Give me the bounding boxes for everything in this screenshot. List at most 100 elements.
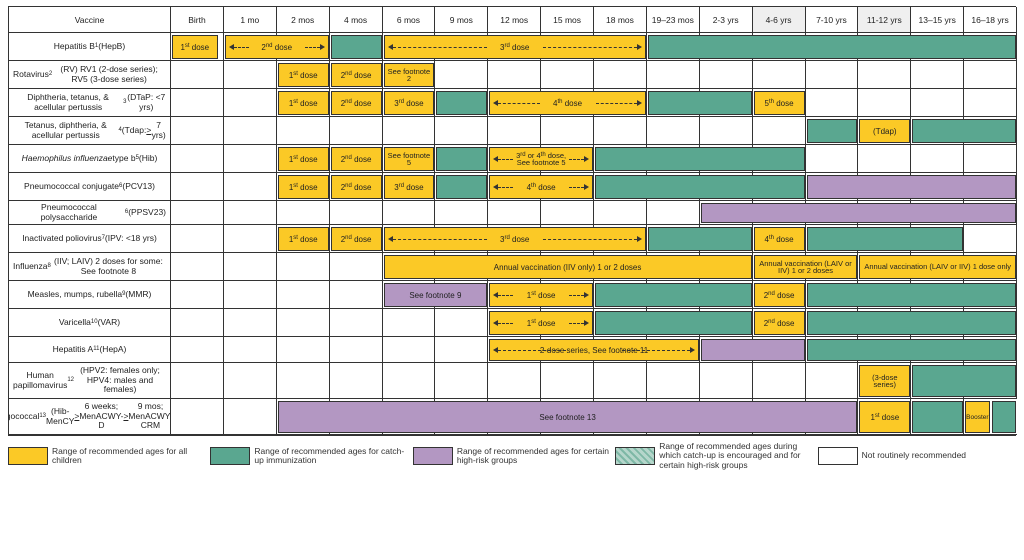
cell (383, 225, 436, 253)
cell (964, 363, 1017, 399)
cell (753, 201, 806, 225)
cell (277, 117, 330, 145)
cell (277, 363, 330, 399)
cell (277, 61, 330, 89)
cell (964, 253, 1017, 281)
cell (330, 337, 383, 363)
header-age-5: 6 mos (383, 7, 436, 33)
cell (806, 117, 859, 145)
cell (383, 173, 436, 201)
cell (541, 399, 594, 435)
cell (858, 363, 911, 399)
cell (330, 89, 383, 117)
cell: (3-dose series) (171, 363, 224, 399)
cell (488, 225, 541, 253)
cell (224, 337, 277, 363)
cell (753, 61, 806, 89)
cell: 1st dose2nd dose3rd dose4th dose5th dose (171, 89, 224, 117)
cell (858, 253, 911, 281)
cell (435, 253, 488, 281)
cell (594, 89, 647, 117)
cell (700, 201, 753, 225)
cell (541, 363, 594, 399)
cell (435, 337, 488, 363)
cell (806, 89, 859, 117)
cell (753, 337, 806, 363)
cell (858, 309, 911, 337)
cell (330, 309, 383, 337)
vaccine-name-row-1: Rotavirus2 (RV) RV1 (2-dose series); RV5… (9, 61, 171, 89)
header-age-12: 4-6 yrs (753, 7, 806, 33)
cell (277, 33, 330, 61)
cell (330, 225, 383, 253)
header-age-9: 18 mos (594, 7, 647, 33)
cell (753, 399, 806, 435)
cell (330, 363, 383, 399)
cell (594, 225, 647, 253)
cell (647, 225, 700, 253)
cell (806, 281, 859, 309)
cell (911, 399, 964, 435)
cell (224, 225, 277, 253)
cell: 1st dose2nd dose (171, 309, 224, 337)
immunization-schedule-chart: VaccineBirth1 mo2 mos4 mos6 mos9 mos12 m… (8, 6, 1016, 436)
cell (594, 117, 647, 145)
cell (858, 225, 911, 253)
cell (488, 173, 541, 201)
dose-bar: 1st dose (172, 35, 218, 59)
cell (224, 281, 277, 309)
cell (277, 399, 330, 435)
cell (594, 145, 647, 173)
cell (700, 33, 753, 61)
cell (647, 309, 700, 337)
cell (700, 309, 753, 337)
legend-label: Not routinely recommended (862, 451, 966, 460)
cell (594, 61, 647, 89)
cell (753, 309, 806, 337)
cell (753, 33, 806, 61)
cell (435, 399, 488, 435)
vaccine-name-row-6: Pneumococcal polysaccharide6 (PPSV23) (9, 201, 171, 225)
cell (858, 399, 911, 435)
cell (435, 61, 488, 89)
vaccine-name-row-2: Diphtheria, tetanus, & acellular pertuss… (9, 89, 171, 117)
cell (488, 363, 541, 399)
cell (541, 337, 594, 363)
header-age-4: 4 mos (330, 7, 383, 33)
cell (964, 281, 1017, 309)
header-age-7: 12 mos (488, 7, 541, 33)
cell (911, 145, 964, 173)
cell (330, 61, 383, 89)
cell (224, 399, 277, 435)
cell (594, 399, 647, 435)
header-age-13: 7-10 yrs (806, 7, 859, 33)
cell (330, 33, 383, 61)
header-age-2: 1 mo (224, 7, 277, 33)
cell (594, 309, 647, 337)
cell: 1st dose2nd dose3rd dose (171, 33, 224, 61)
cell (964, 145, 1017, 173)
header-age-14: 11-12 yrs (858, 7, 911, 33)
cell (383, 337, 436, 363)
cell (806, 61, 859, 89)
cell (224, 61, 277, 89)
header-age-16: 16–18 yrs (964, 7, 1017, 33)
cell (594, 281, 647, 309)
legend-swatch (210, 447, 250, 465)
cell (277, 201, 330, 225)
cell (383, 89, 436, 117)
cell (753, 145, 806, 173)
cell (277, 309, 330, 337)
schedule-grid: VaccineBirth1 mo2 mos4 mos6 mos9 mos12 m… (8, 6, 1016, 436)
cell (435, 33, 488, 61)
legend-swatch (818, 447, 858, 465)
cell (647, 281, 700, 309)
cell: 1st dose2nd doseSee footnote 2 (171, 61, 224, 89)
cell (224, 33, 277, 61)
cell (647, 33, 700, 61)
cell (964, 89, 1017, 117)
cell (594, 173, 647, 201)
cell (541, 117, 594, 145)
cell (964, 33, 1017, 61)
cell (806, 363, 859, 399)
